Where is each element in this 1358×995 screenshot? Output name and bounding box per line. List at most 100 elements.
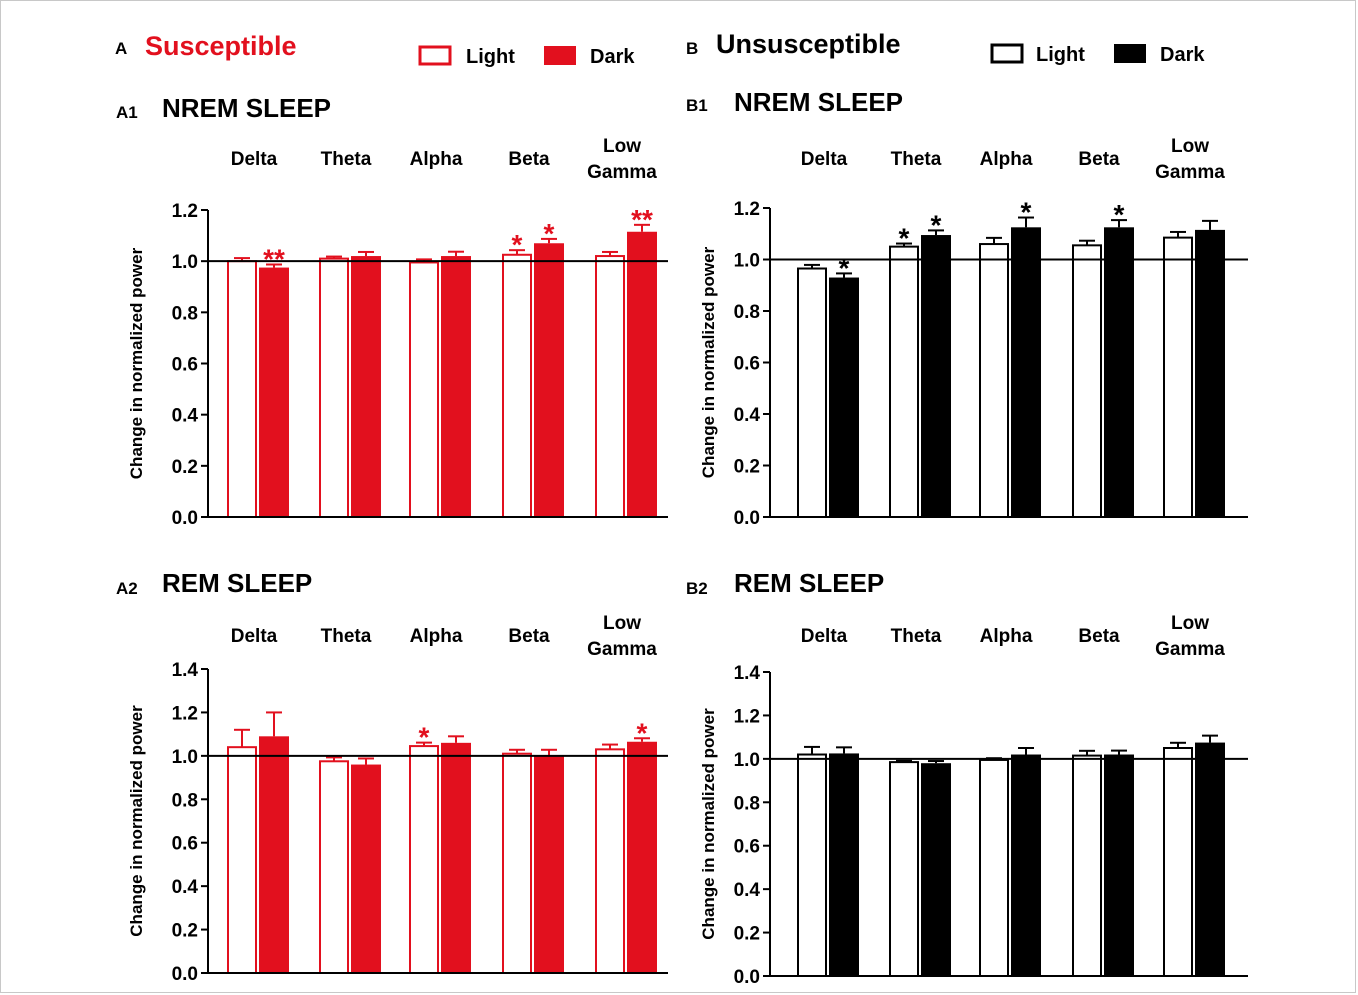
y-tick-label: 0.8: [172, 790, 198, 811]
category-label: Theta: [891, 626, 942, 647]
y-tick-label: 0.8: [172, 303, 198, 324]
category-label: Alpha: [410, 149, 463, 170]
legend-b-light-swatch: [990, 43, 1024, 64]
category-label: Delta: [801, 626, 848, 647]
y-tick-label: 1.2: [172, 703, 198, 724]
category-label: Beta: [1078, 626, 1120, 647]
bar-dark: [441, 256, 471, 517]
chart-B1: B1 NREM SLEEP Delta Theta Alpha Beta Low Gamma C…: [686, 87, 1248, 529]
legend-a-light-label: Light: [466, 46, 515, 68]
bar-light: [409, 261, 439, 518]
category-label: Low: [1171, 136, 1209, 157]
bar-dark: [921, 763, 951, 976]
bar-dark: [1195, 229, 1225, 517]
charts-group: A1 NREM SLEEP Delta Theta Alpha Beta Low Gamma C…: [116, 87, 1248, 988]
bar-light: [979, 758, 1009, 978]
category-label: Alpha: [980, 626, 1033, 647]
y-tick-label: 0.4: [172, 877, 199, 898]
y-tick-label: 0.2: [734, 924, 760, 945]
y-tick-label: 1.2: [734, 199, 760, 220]
bar-dark: [441, 742, 471, 973]
bar-light: [319, 760, 349, 974]
bar-light: [595, 255, 625, 518]
bar-dark: [1104, 227, 1134, 517]
chart-title: NREM SLEEP: [162, 93, 331, 123]
bar-dark: [1195, 742, 1225, 976]
y-tick-label: 0.2: [734, 457, 760, 478]
bar-dark: [921, 235, 951, 517]
panel-label: A2: [116, 579, 138, 598]
category-label: Gamma: [587, 162, 657, 183]
y-axis-label: Change in normalized power: [127, 705, 146, 937]
bar-dark: [351, 764, 381, 973]
significance-marker: *: [931, 209, 942, 240]
y-tick-label: 0.2: [172, 457, 198, 478]
y-tick-label: 1.2: [734, 706, 760, 727]
bar-light: [227, 260, 257, 518]
category-label: Alpha: [410, 626, 463, 647]
category-label: Theta: [321, 626, 372, 647]
y-tick-label: 0.6: [172, 834, 198, 855]
bar-dark: [534, 243, 564, 517]
significance-marker: *: [839, 252, 850, 283]
legend-b-dark-label: Dark: [1160, 44, 1205, 66]
significance-marker: **: [631, 204, 653, 235]
panel-label: B1: [686, 96, 708, 115]
bar-light: [889, 245, 919, 518]
y-tick-label: 0.6: [734, 837, 760, 858]
category-label: Delta: [231, 626, 278, 647]
bar-dark: [259, 736, 289, 973]
chart-title: REM SLEEP: [162, 568, 312, 598]
y-tick-label: 1.2: [172, 201, 198, 222]
category-label: Gamma: [1155, 639, 1225, 660]
y-tick-label: 0.0: [734, 508, 760, 529]
category-label: Beta: [1078, 149, 1120, 170]
bar-light: [319, 257, 349, 518]
category-label: Theta: [321, 149, 372, 170]
bar-light: [797, 267, 827, 519]
y-tick-label: 0.4: [734, 880, 761, 901]
bar-light: [797, 753, 827, 977]
y-tick-label: 1.0: [172, 747, 198, 768]
y-tick-label: 0.4: [734, 405, 761, 426]
category-label: Delta: [231, 149, 278, 170]
y-tick-label: 1.0: [734, 251, 760, 272]
category-label: Low: [1171, 613, 1209, 634]
significance-marker: *: [1021, 197, 1032, 228]
bar-light: [502, 752, 532, 975]
y-tick-label: 1.0: [172, 252, 198, 273]
y-tick-label: 0.6: [734, 354, 760, 375]
panel-a-letter: A: [115, 39, 127, 58]
y-axis-label: Change in normalized power: [699, 246, 718, 478]
chart-A1: A1 NREM SLEEP Delta Theta Alpha Beta Low Gamma C…: [116, 93, 668, 529]
y-tick-label: 0.2: [172, 921, 198, 942]
significance-marker: *: [1114, 199, 1125, 230]
bar-dark: [259, 267, 289, 517]
legend-b-light-label: Light: [1036, 44, 1085, 66]
y-tick-label: 0.8: [734, 302, 760, 323]
y-tick-label: 1.4: [734, 663, 761, 684]
chart-title: REM SLEEP: [734, 568, 884, 598]
y-axis-label: Change in normalized power: [699, 708, 718, 940]
legend-a-dark-label: Dark: [590, 46, 635, 68]
y-axis-label: Change in normalized power: [127, 247, 146, 479]
bar-light: [1072, 244, 1102, 518]
bar-light: [1163, 236, 1193, 519]
y-tick-label: 0.6: [172, 355, 198, 376]
significance-marker: *: [899, 223, 910, 254]
bar-dark: [829, 753, 859, 976]
bar-light: [889, 761, 919, 977]
chart-title: NREM SLEEP: [734, 87, 903, 117]
panel-b-title: Unsusceptible: [716, 29, 901, 59]
bar-dark: [534, 755, 564, 973]
category-label: Gamma: [1155, 162, 1225, 183]
category-label: Delta: [801, 149, 848, 170]
legend-b-dark-swatch: [1114, 44, 1146, 63]
y-tick-label: 0.8: [734, 793, 760, 814]
panel-b-letter: B: [686, 39, 698, 58]
y-tick-label: 0.0: [734, 967, 760, 988]
legend-a-light-swatch: [418, 45, 452, 66]
bar-dark: [1104, 754, 1134, 976]
panel-label: B2: [686, 579, 708, 598]
